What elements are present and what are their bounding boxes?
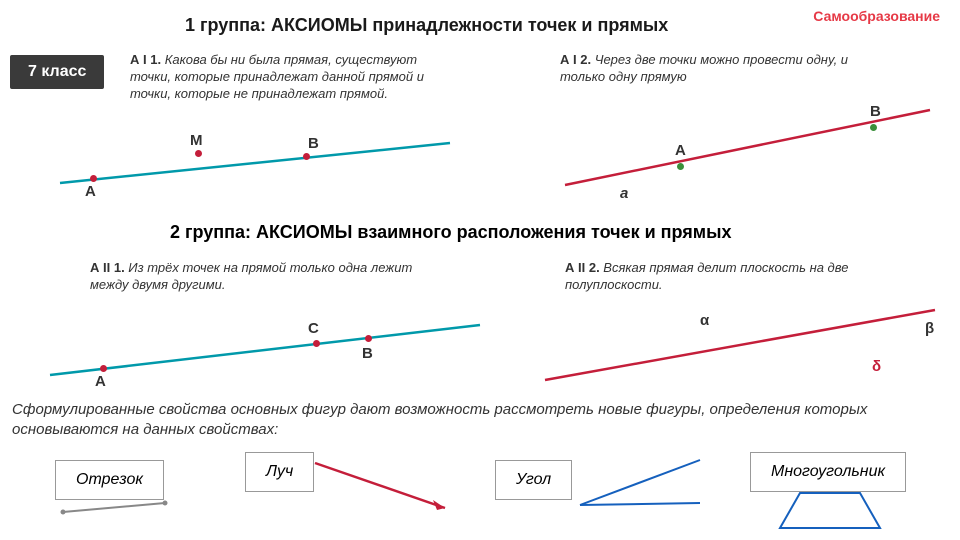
label-b2: В <box>870 103 881 120</box>
group2-title: 2 группа: АКСИОМЫ взаимного расположения… <box>170 222 731 243</box>
axiom-2-2: А II 2. Всякая прямая делит плоскость на… <box>565 260 885 294</box>
axiom-1-1-label: А I 1. <box>130 52 161 67</box>
label-beta: β <box>925 320 934 337</box>
diagram-axiom-1-1 <box>55 115 455 195</box>
summary-text: Сформулированные свойства основных фигур… <box>12 400 948 439</box>
axiom-1-2-label: А I 2. <box>560 52 591 67</box>
axiom-2-1-label: А II 1. <box>90 260 125 275</box>
label-a2: А <box>675 142 686 159</box>
figure-angle: Угол <box>495 460 572 500</box>
axiom-2-1-text: Из трёх точек на прямой только одна лежи… <box>90 260 412 292</box>
point-b <box>303 153 310 160</box>
axiom-2-2-text: Всякая прямая делит плоскость на две пол… <box>565 260 848 292</box>
label-a: А <box>85 183 96 200</box>
label-b: В <box>308 135 319 152</box>
label-m: М <box>190 132 203 149</box>
axiom-2-2-label: А II 2. <box>565 260 600 275</box>
axiom-1-1: А I 1. Какова бы ни была прямая, существ… <box>130 52 440 103</box>
label-c: С <box>308 320 319 337</box>
diagram-axiom-2-2 <box>540 300 940 390</box>
point-m <box>195 150 202 157</box>
self-education-label: Самообразование <box>813 8 940 24</box>
label-alpha: α <box>700 312 709 329</box>
angle-icon <box>575 455 705 515</box>
diagram-axiom-2-1 <box>45 305 485 385</box>
axiom-1-2: А I 2. Через две точки можно провести од… <box>560 52 890 86</box>
label-b3: В <box>362 345 373 362</box>
axiom-1-2-text: Через две точки можно провести одну, и т… <box>560 52 848 84</box>
point-a2 <box>677 163 684 170</box>
grade-badge: 7 класс <box>10 55 104 89</box>
axiom-2-1: А II 1. Из трёх точек на прямой только о… <box>90 260 430 294</box>
figure-segment: Отрезок <box>55 460 164 500</box>
polygon-icon <box>775 488 885 533</box>
figure-polygon: Многоугольник <box>750 452 906 492</box>
point-a <box>90 175 97 182</box>
point-c <box>313 340 320 347</box>
label-a3: А <box>95 373 106 390</box>
group1-title: 1 группа: АКСИОМЫ принадлежности точек и… <box>185 15 668 36</box>
axiom-1-1-text: Какова бы ни была прямая, существуют точ… <box>130 52 424 101</box>
point-b3 <box>365 335 372 342</box>
ray-icon <box>310 458 450 518</box>
diagram-axiom-1-2 <box>560 100 940 190</box>
figure-ray: Луч <box>245 452 314 492</box>
label-delta: δ <box>872 358 881 375</box>
segment-icon <box>60 498 170 516</box>
point-b2 <box>870 124 877 131</box>
point-a3 <box>100 365 107 372</box>
label-line-a: а <box>620 185 628 202</box>
